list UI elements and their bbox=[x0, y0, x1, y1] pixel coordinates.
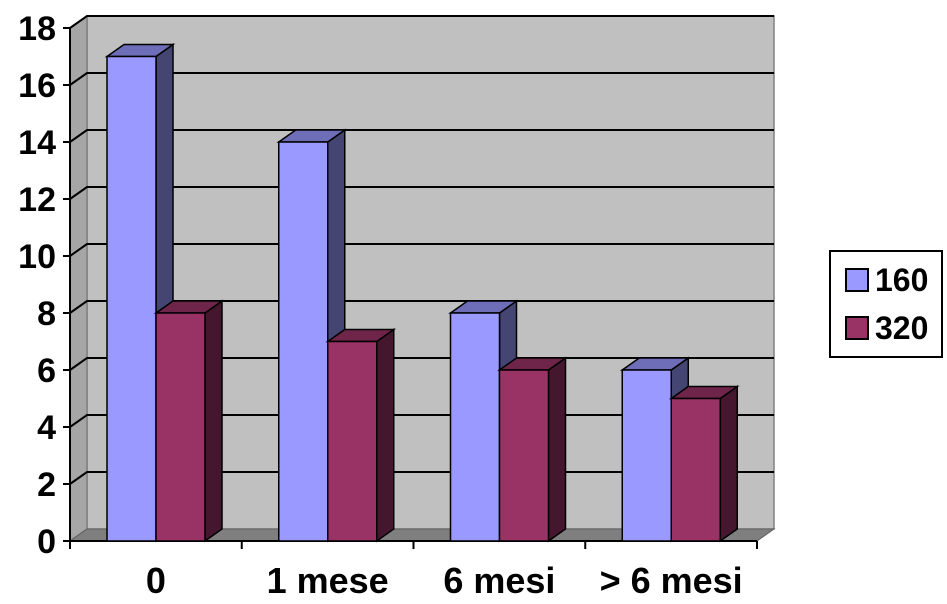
bar bbox=[668, 385, 740, 543]
bar-side bbox=[547, 356, 567, 543]
x-tick-label: 1 mese bbox=[267, 560, 389, 601]
legend-item-series-1: 160 bbox=[845, 260, 928, 300]
bar-side bbox=[719, 385, 738, 543]
bar-front bbox=[449, 312, 501, 542]
y-tick-label: 4 bbox=[37, 409, 56, 447]
bar bbox=[325, 328, 397, 543]
y-tick-label: 0 bbox=[37, 523, 56, 561]
plot-side-wall bbox=[69, 14, 88, 543]
legend: 160 320 bbox=[829, 250, 943, 358]
legend-swatch-series-2 bbox=[845, 316, 869, 340]
y-tick-label: 6 bbox=[37, 352, 56, 390]
gridline bbox=[69, 300, 774, 314]
bar-front bbox=[621, 369, 672, 542]
x-tick-label: 6 mesi bbox=[443, 560, 555, 601]
y-tick-label: 14 bbox=[18, 124, 56, 162]
bar-front bbox=[327, 340, 378, 542]
y-tick-label: 12 bbox=[18, 181, 56, 219]
legend-label-series-2: 320 bbox=[875, 309, 929, 346]
bar-front bbox=[106, 55, 157, 542]
gridline bbox=[69, 243, 774, 257]
bar bbox=[497, 356, 568, 543]
gridline bbox=[69, 15, 774, 29]
gridline bbox=[69, 186, 774, 200]
bar-side bbox=[376, 328, 395, 543]
y-tick-label: 16 bbox=[18, 67, 56, 105]
y-tick-label: 2 bbox=[37, 466, 56, 504]
bar-front bbox=[498, 369, 550, 542]
x-tick-label: > 6 mesi bbox=[600, 560, 743, 601]
y-tick-label: 10 bbox=[18, 238, 56, 276]
gridline bbox=[69, 72, 774, 86]
bar bbox=[153, 299, 225, 543]
y-tick-label: 8 bbox=[37, 295, 56, 333]
y-tick-label: 18 bbox=[18, 10, 56, 48]
gridline bbox=[69, 129, 774, 143]
bar-front bbox=[278, 141, 329, 542]
legend-label-series-1: 160 bbox=[875, 261, 929, 298]
legend-item-series-2: 320 bbox=[845, 308, 928, 348]
x-tick-label: 0 bbox=[146, 560, 166, 601]
bar-front bbox=[155, 312, 206, 542]
legend-swatch-series-1 bbox=[845, 268, 869, 292]
bar-front bbox=[670, 397, 721, 542]
bar-side bbox=[204, 299, 223, 543]
